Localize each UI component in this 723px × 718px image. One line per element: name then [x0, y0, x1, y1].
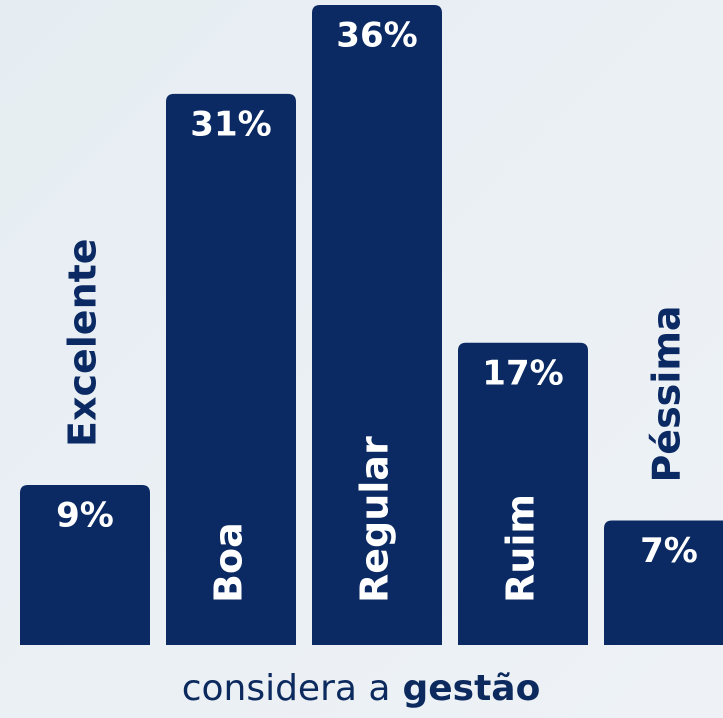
value-label: 9% — [56, 496, 114, 536]
bar — [166, 93, 296, 645]
bar — [20, 485, 150, 645]
caption-bold: gestão — [402, 668, 540, 709]
category-label: Excelente — [61, 238, 105, 447]
bar — [458, 342, 588, 645]
caption-text: considera a — [182, 668, 391, 709]
value-label: 31% — [190, 104, 271, 144]
category-label: Regular — [353, 436, 397, 603]
value-label: 36% — [336, 16, 417, 56]
category-label: Boa — [207, 522, 251, 603]
caption: considera a gestão — [182, 668, 541, 709]
bar — [312, 5, 442, 645]
category-label: Ruim — [499, 494, 543, 603]
category-label: Péssima — [645, 305, 689, 482]
bar — [604, 520, 723, 645]
value-label: 17% — [482, 353, 563, 393]
value-label: 7% — [640, 531, 698, 571]
